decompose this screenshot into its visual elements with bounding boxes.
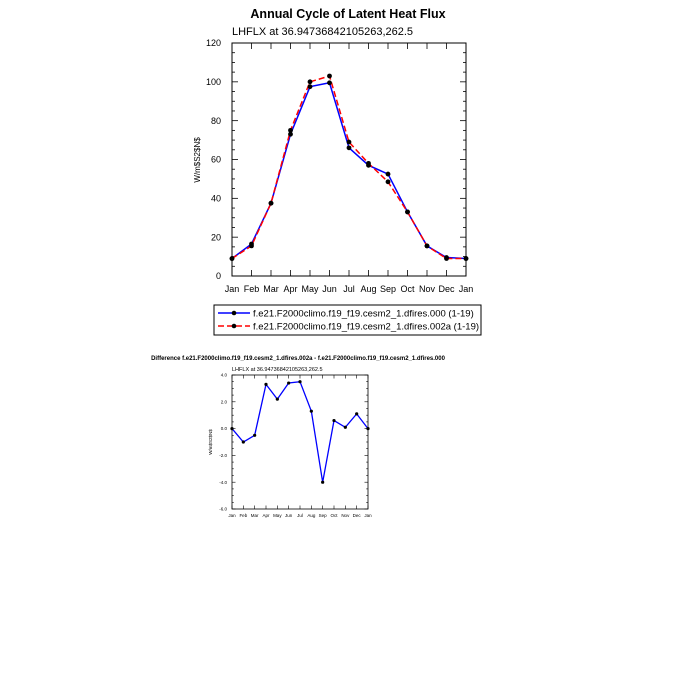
y-tick-label: 120 (206, 38, 221, 48)
y-tick-label: 60 (211, 155, 221, 165)
series-1-point (343, 425, 347, 429)
legend-label-series-2: f.e21.F2000climo.f19_f19.cesm2_1.dfires.… (253, 322, 479, 333)
x-tick-label: Aug (360, 284, 376, 294)
x-tick-label: Apr (283, 284, 297, 294)
x-tick-label: Nov (341, 513, 350, 518)
series-1-point (307, 84, 313, 90)
series-1-point (385, 171, 391, 177)
series-2-point (405, 209, 410, 215)
difference-chart-series (230, 380, 370, 484)
y-tick-label: -2.0 (219, 453, 227, 458)
series-2-point (424, 243, 430, 249)
x-tick-label: May (273, 513, 282, 518)
series-1-point (332, 418, 336, 423)
series-1-point (287, 381, 291, 385)
x-tick-label: Feb (239, 513, 247, 518)
x-tick-label: Jun (285, 513, 293, 518)
x-tick-label: Dec (353, 513, 362, 518)
main-chart-y-axis-label: W/m$S2$N$ (193, 137, 202, 183)
series-2-point (444, 256, 449, 261)
y-tick-label: 4.0 (221, 373, 228, 378)
x-tick-label: Jun (322, 284, 337, 294)
series-2-point (249, 243, 254, 249)
series-1-point (355, 412, 359, 416)
x-tick-label: May (301, 284, 319, 294)
difference-chart-plot-frame (231, 374, 369, 510)
main-chart: Annual Cycle of Latent Heat Flux LHFLX a… (193, 7, 482, 336)
y-tick-label: 100 (206, 77, 221, 87)
x-tick-label: Aug (307, 513, 316, 518)
series-line-2 (231, 75, 466, 260)
difference-chart-subtitle: LHFLX at 36.94736842105263,262.5 (232, 367, 323, 373)
y-tick-label: 40 (211, 194, 221, 204)
series-1-point (275, 397, 279, 401)
series-1-point (241, 440, 245, 444)
series-1-point (321, 480, 325, 484)
x-tick-label: Sep (380, 284, 396, 294)
main-chart-series (229, 73, 469, 261)
series-1-point (346, 145, 352, 151)
legend-marker-series-1 (231, 310, 237, 316)
x-tick-label: Jul (297, 513, 303, 518)
main-chart-legend: f.e21.F2000climo.f19_f19.cesm2_1.dfires.… (213, 304, 482, 336)
series-1-point (309, 409, 313, 413)
x-tick-label: Jan (459, 284, 474, 294)
series-2-point (307, 79, 313, 85)
y-tick-label: 2.0 (221, 399, 228, 404)
series-2-point (288, 127, 293, 133)
y-tick-label: -6.0 (219, 507, 227, 512)
series-1-point (253, 433, 257, 437)
x-tick-label: Jul (343, 284, 355, 294)
x-tick-label: Jan (225, 284, 240, 294)
difference-chart-title: Difference f.e21.F2000climo.f19_f19.cesm… (151, 356, 446, 362)
x-tick-label: Jan (364, 513, 372, 518)
difference-chart: Difference f.e21.F2000climo.f19_f19.cesm… (151, 356, 446, 518)
y-tick-label: 0 (216, 271, 221, 281)
series-2-point (327, 73, 332, 79)
x-tick-label: Dec (438, 284, 455, 294)
y-tick-label: -4.0 (219, 480, 227, 485)
y-tick-label: 20 (211, 232, 221, 242)
x-tick-label: Nov (419, 284, 436, 294)
x-tick-label: Apr (262, 513, 270, 518)
legend-marker-series-2 (231, 323, 237, 329)
main-chart-subtitle: LHFLX at 36.94736842105263,262.5 (232, 26, 413, 38)
series-2-point (346, 139, 352, 145)
x-tick-label: Mar (263, 284, 279, 294)
x-tick-label: Mar (251, 513, 259, 518)
series-1-point (264, 382, 268, 386)
series-line-1 (231, 81, 467, 260)
series-1-point (288, 131, 293, 137)
y-tick-label: 80 (211, 116, 221, 126)
series-2-point (268, 200, 274, 206)
x-tick-label: Jan (228, 513, 236, 518)
difference-chart-y-axis-label: W/m$S2$N$ (208, 429, 213, 455)
legend-label-series-1: f.e21.F2000climo.f19_f19.cesm2_1.dfires.… (253, 309, 474, 320)
series-line-1 (231, 380, 369, 483)
x-tick-label: Sep (319, 513, 328, 518)
series-1-point (298, 380, 302, 384)
legend-box (213, 304, 482, 336)
y-tick-label: 0.0 (221, 426, 228, 431)
series-1-point (327, 80, 332, 86)
x-tick-label: Oct (330, 513, 338, 518)
series-2-point (385, 179, 391, 185)
main-chart-plot-frame (231, 42, 467, 277)
main-chart-ticks: Jan Feb Mar Apr May Jun Jul Aug Sep Oct Nov Dec Jan 0… (206, 38, 473, 294)
main-chart-title: Annual Cycle of Latent Heat Flux (250, 7, 445, 21)
series-2-point (366, 160, 371, 166)
x-tick-label: Oct (400, 284, 415, 294)
x-tick-label: Feb (244, 284, 260, 294)
difference-chart-ticks: Jan Feb Mar Apr May Jun Jul Aug Sep Oct Nov Dec Jan-… (219, 373, 372, 518)
